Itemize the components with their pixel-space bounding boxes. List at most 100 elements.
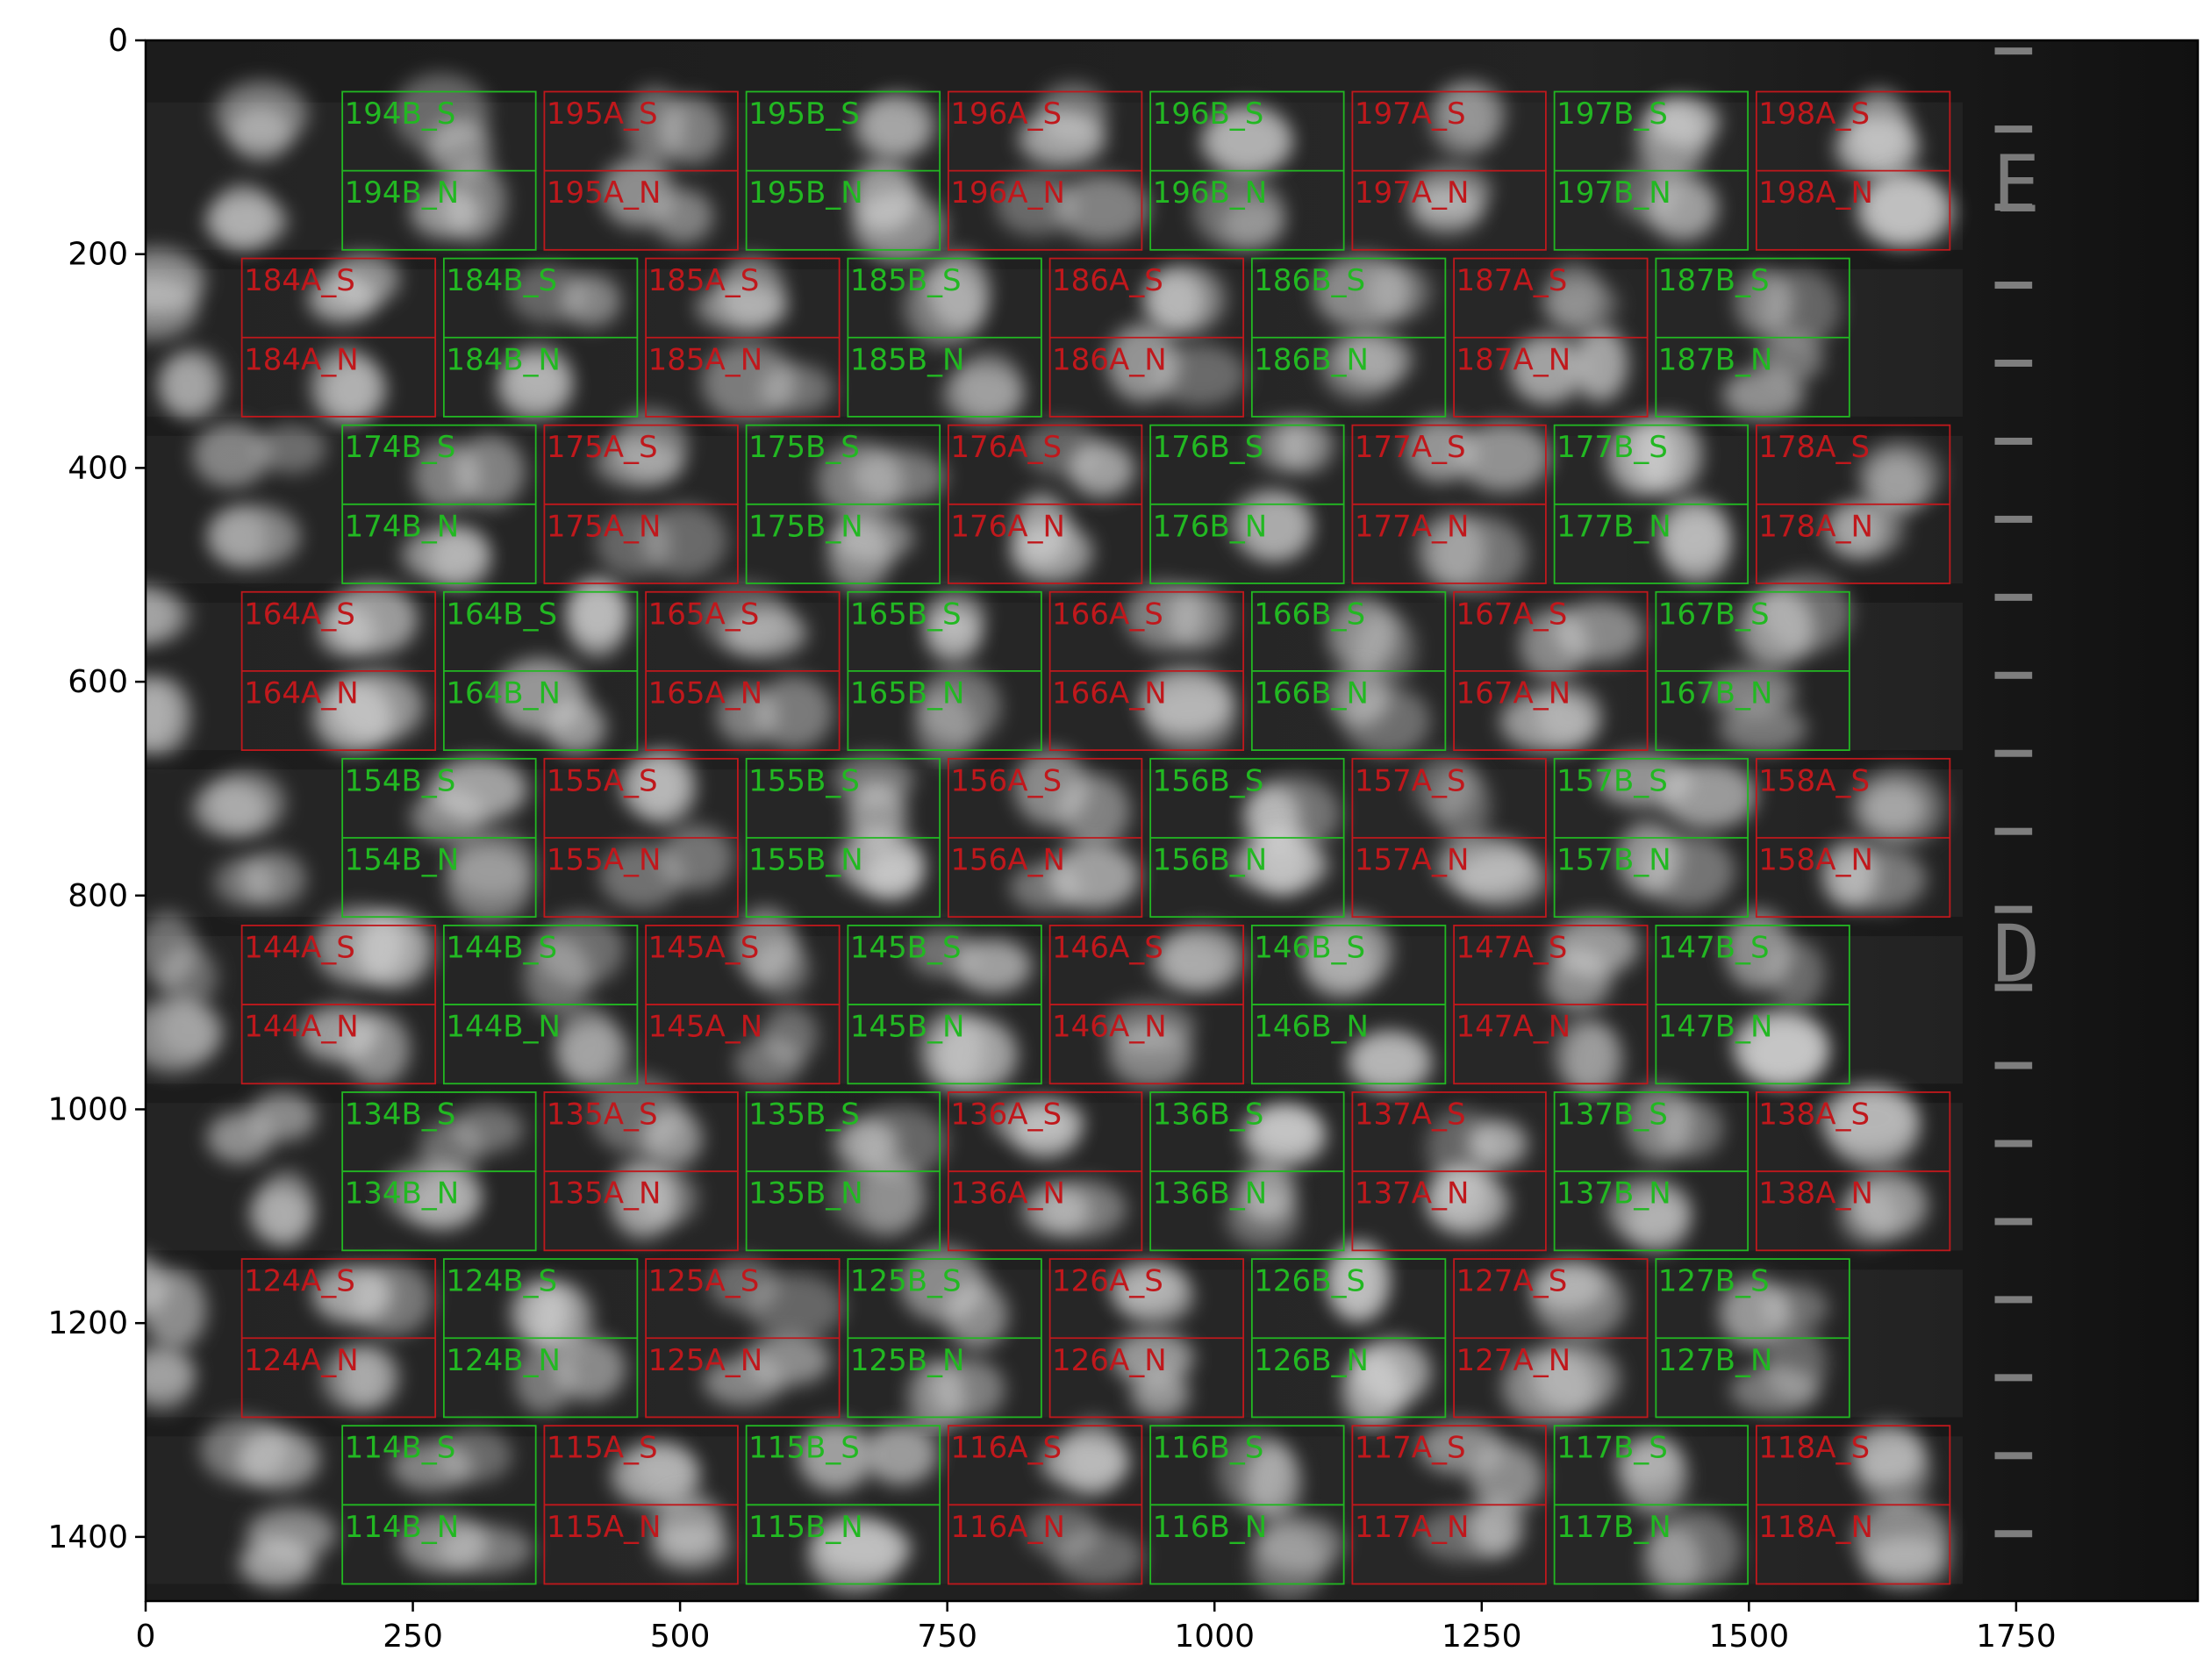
y-tick-label: 0 xyxy=(108,23,128,59)
fluorescence-spot xyxy=(146,1269,207,1350)
roi-box: 126B_S 126B_N xyxy=(1250,1258,1447,1419)
roi-box: 198A_S 198A_N xyxy=(1755,90,1951,251)
roi-label: 194B_N xyxy=(345,175,460,211)
fluorescence-spot xyxy=(1863,1535,1949,1590)
fluorescence-spot xyxy=(599,844,683,909)
fluorescence-spot xyxy=(1327,596,1398,674)
fluorescence-spot xyxy=(755,676,834,750)
fluorescence-spot xyxy=(1313,254,1412,330)
scale-mark xyxy=(1994,1530,2033,1538)
roi-box: 187A_S 187A_N xyxy=(1453,257,1649,418)
roi-label: 195A_S xyxy=(547,97,658,132)
roi-label: 177A_S xyxy=(1355,430,1466,465)
fluorescence-spot xyxy=(816,1522,912,1575)
roi-label: 144B_N xyxy=(446,1010,561,1045)
roi-label: 138A_N xyxy=(1758,1176,1873,1212)
roi-label: 178A_N xyxy=(1758,509,1873,544)
y-tick-label: 1200 xyxy=(47,1305,128,1341)
roi-box: 167B_S 167B_N xyxy=(1655,590,1850,751)
fluorescence-spot xyxy=(1431,1163,1490,1224)
fluorescence-spot xyxy=(1642,834,1735,908)
x-tick-label: 1500 xyxy=(1709,1619,1790,1655)
scale-letter: E xyxy=(1993,139,2040,231)
x-axis: 0 250 500 750 1000 1250 1500 1750 xyxy=(136,1601,2057,1655)
roi-box: 146B_S 146B_N xyxy=(1250,925,1447,1085)
fluorescence-spot xyxy=(1456,422,1551,492)
roi-box: 165B_S 165B_N xyxy=(847,590,1042,751)
fluorescence-spot xyxy=(833,754,915,806)
roi-label: 186B_N xyxy=(1254,342,1369,377)
roi-label: 118A_N xyxy=(1758,1510,1873,1545)
roi-label: 175A_N xyxy=(547,509,662,544)
fluorescence-spot xyxy=(941,366,1024,425)
roi-label: 158A_S xyxy=(1758,763,1870,798)
roi-label: 185B_N xyxy=(850,342,965,377)
fluorescence-spot xyxy=(954,939,1032,993)
roi-label: 156B_N xyxy=(1153,843,1268,878)
roi-box: 125A_S 125A_N xyxy=(645,1258,841,1419)
roi-label: 185A_S xyxy=(648,263,760,298)
roi-label: 126B_S xyxy=(1254,1264,1365,1299)
fluorescence-spot xyxy=(1662,509,1731,584)
roi-label: 126B_N xyxy=(1254,1343,1369,1378)
roi-label: 145A_S xyxy=(648,930,760,965)
fluorescence-spot xyxy=(429,757,528,821)
fluorescence-spot xyxy=(1657,1098,1724,1158)
fluorescence-spot xyxy=(146,911,197,987)
roi-label: 155A_N xyxy=(547,843,662,878)
roi-label: 136A_S xyxy=(950,1097,1062,1133)
fluorescence-spot xyxy=(1012,1105,1079,1159)
roi-box: 147B_S 147B_N xyxy=(1655,925,1850,1085)
roi-box: 187B_S 187B_N xyxy=(1655,257,1850,418)
fluorescence-spot xyxy=(1455,851,1547,907)
roi-label: 178A_S xyxy=(1758,430,1870,465)
fluorescence-spot xyxy=(1111,1330,1194,1386)
roi-label: 166B_N xyxy=(1254,676,1369,711)
roi-label: 136A_N xyxy=(950,1176,1065,1212)
scale-mark xyxy=(1994,47,2033,55)
y-tick-label: 1000 xyxy=(47,1091,128,1127)
roi-label: 147B_N xyxy=(1658,1010,1773,1045)
roi-label: 137A_S xyxy=(1355,1097,1466,1133)
roi-label: 136B_N xyxy=(1153,1176,1268,1212)
fluorescence-spot xyxy=(1735,268,1793,337)
roi-label: 118A_S xyxy=(1758,1431,1870,1466)
roi-box: 158A_S 158A_N xyxy=(1755,757,1951,919)
camera-image: ED 194B_S194B_N195A_S195A_N195B_S195B_N1… xyxy=(146,40,2198,1601)
fluorescence-spot xyxy=(324,361,388,420)
roi-box: 145B_S 145B_N xyxy=(847,925,1042,1085)
fluorescence-spot xyxy=(1729,1366,1819,1415)
fluorescence-spot xyxy=(641,504,728,578)
fluorescence-spot xyxy=(995,174,1077,236)
fluorescence-spot xyxy=(331,670,425,743)
fluorescence-spot xyxy=(853,101,927,158)
roi-label: 126A_N xyxy=(1052,1343,1167,1378)
fluorescence-spot xyxy=(1724,909,1792,990)
roi-box: 155B_S 155B_N xyxy=(745,757,941,919)
roi-label: 187A_S xyxy=(1456,263,1568,298)
roi-label: 146A_S xyxy=(1052,930,1163,965)
fluorescence-spot xyxy=(1231,490,1311,561)
fluorescence-spot xyxy=(213,858,276,906)
roi-label: 136B_S xyxy=(1153,1097,1264,1133)
roi-box: 185B_S 185B_N xyxy=(847,257,1042,418)
scale-mark xyxy=(1994,983,2033,991)
sample-row-band xyxy=(146,602,1963,751)
roi-label: 164B_N xyxy=(446,676,561,711)
roi-box: 124B_S 124B_N xyxy=(442,1258,639,1419)
roi-label: 117A_N xyxy=(1355,1510,1470,1545)
roi-box: 126A_S 126A_N xyxy=(1048,1258,1245,1419)
roi-label: 174B_N xyxy=(345,509,460,544)
fluorescence-spot xyxy=(1509,334,1585,404)
roi-label: 115B_N xyxy=(748,1510,863,1545)
roi-label: 164B_S xyxy=(446,597,557,632)
roi-box: 117B_S 117B_N xyxy=(1553,1425,1749,1585)
scale-mark xyxy=(1994,827,2033,835)
scale-mark xyxy=(1994,359,2033,367)
fluorescence-spot xyxy=(1343,685,1431,757)
fluorescence-spot xyxy=(1406,418,1476,483)
roi-box: 115B_S 115B_N xyxy=(745,1425,941,1585)
roi-label: 174B_S xyxy=(345,430,456,465)
fluorescence-spot xyxy=(327,253,400,307)
roi-label: 185A_N xyxy=(648,342,763,377)
